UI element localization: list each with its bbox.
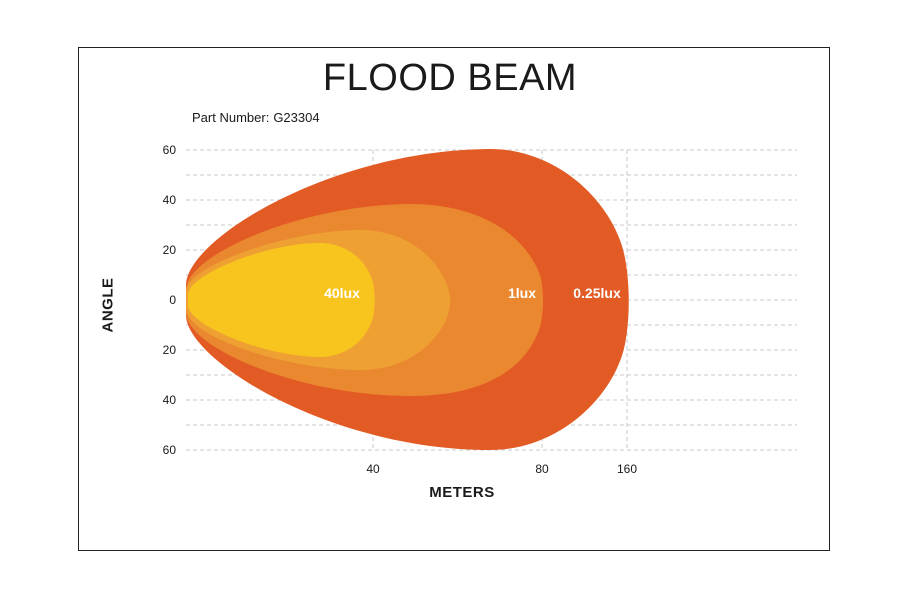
x-tick-label: 160 <box>617 462 637 476</box>
beam-zones <box>186 149 629 450</box>
y-ticks: 60 40 20 0 20 40 60 <box>163 143 177 457</box>
y-tick-label: 20 <box>163 343 177 357</box>
x-tick-label: 80 <box>535 462 549 476</box>
lux-label-40lux: 40lux <box>324 285 360 301</box>
x-ticks: 40 80 160 <box>366 462 637 476</box>
beam-zone-40lux <box>188 243 375 357</box>
x-axis-label: METERS <box>429 484 495 501</box>
y-tick-label: 60 <box>163 143 177 157</box>
y-tick-label: 40 <box>163 193 177 207</box>
y-tick-label: 0 <box>169 293 176 307</box>
lux-label-0.25lux: 0.25lux <box>573 285 621 301</box>
part-number-value: G23304 <box>273 110 320 125</box>
lux-labels: 0.25lux 1lux 40lux <box>324 285 621 301</box>
lux-label-1lux: 1lux <box>508 285 536 301</box>
y-tick-label: 40 <box>163 393 177 407</box>
y-tick-label: 60 <box>163 443 177 457</box>
y-axis-label: ANGLE <box>99 277 117 333</box>
chart-title: FLOOD BEAM <box>322 57 578 99</box>
x-tick-label: 40 <box>366 462 380 476</box>
part-number: Part Number: G23304 <box>192 110 320 125</box>
part-number-label: Part Number: <box>192 110 270 125</box>
chart-frame <box>78 47 830 551</box>
y-tick-label: 20 <box>163 243 177 257</box>
